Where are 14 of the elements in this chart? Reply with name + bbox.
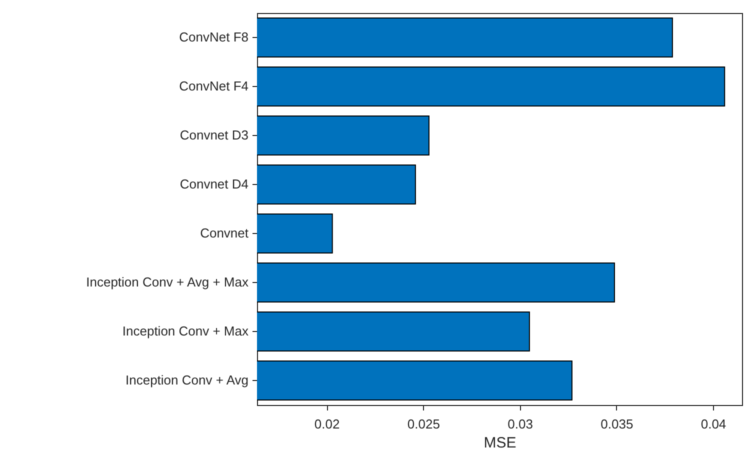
x-tick-label: 0.02	[314, 416, 340, 432]
y-tick-label: Inception Conv + Max	[122, 324, 249, 338]
y-tick-label: Inception Conv + Avg + Max	[86, 274, 249, 290]
y-tick-label: Convnet	[200, 226, 249, 240]
y-tick-label: Inception Conv + Avg	[126, 372, 248, 388]
x-tick-label: 0.04	[700, 416, 726, 432]
x-tick-label: 0.03	[508, 416, 533, 432]
x-tick-label: 0.025	[407, 416, 440, 432]
y-tick-label: ConvNet F8	[179, 30, 248, 44]
y-tick-label: Convnet D4	[180, 176, 248, 192]
y-tick-label: ConvNet F4	[179, 78, 248, 94]
x-tick-label: 0.035	[600, 416, 634, 432]
x-axis-title: MSE	[484, 434, 516, 452]
y-tick-label: Convnet D3	[180, 128, 248, 142]
